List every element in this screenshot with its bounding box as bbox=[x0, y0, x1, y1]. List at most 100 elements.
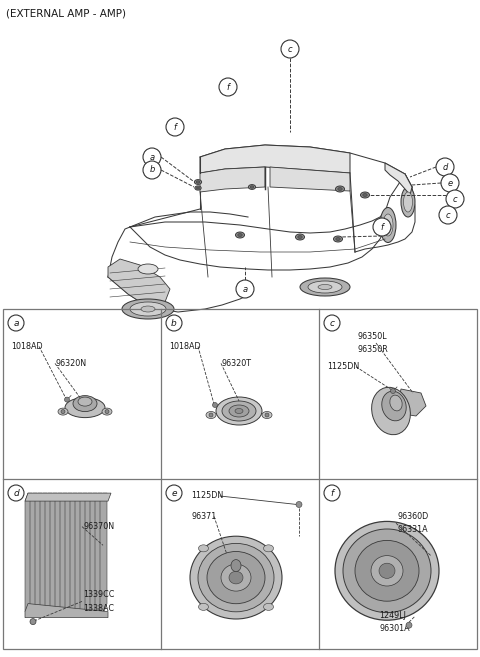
Text: c: c bbox=[288, 45, 292, 53]
Circle shape bbox=[373, 218, 391, 236]
Text: f: f bbox=[173, 122, 177, 131]
Ellipse shape bbox=[401, 187, 415, 217]
Ellipse shape bbox=[404, 192, 412, 212]
Text: 96331A: 96331A bbox=[397, 526, 428, 535]
Ellipse shape bbox=[372, 388, 410, 435]
Text: 1018AD: 1018AD bbox=[11, 342, 43, 351]
Ellipse shape bbox=[264, 603, 274, 610]
Text: 1249LJ: 1249LJ bbox=[379, 610, 406, 620]
Ellipse shape bbox=[195, 186, 201, 190]
Ellipse shape bbox=[78, 397, 92, 406]
Ellipse shape bbox=[102, 408, 112, 415]
Polygon shape bbox=[50, 493, 57, 612]
Text: 1125DN: 1125DN bbox=[327, 362, 359, 371]
Circle shape bbox=[324, 315, 340, 331]
Ellipse shape bbox=[222, 401, 256, 421]
Polygon shape bbox=[100, 493, 107, 612]
Ellipse shape bbox=[250, 186, 254, 188]
Circle shape bbox=[209, 413, 213, 417]
Text: (EXTERNAL AMP - AMP): (EXTERNAL AMP - AMP) bbox=[6, 9, 126, 19]
Text: 96301A: 96301A bbox=[379, 624, 409, 633]
Ellipse shape bbox=[206, 411, 216, 419]
Circle shape bbox=[61, 409, 65, 414]
Text: 96360D: 96360D bbox=[397, 512, 428, 521]
Ellipse shape bbox=[229, 572, 243, 584]
Polygon shape bbox=[200, 167, 265, 192]
Text: 1339CC: 1339CC bbox=[83, 590, 114, 599]
Ellipse shape bbox=[318, 284, 332, 290]
Ellipse shape bbox=[249, 185, 256, 189]
Polygon shape bbox=[108, 259, 170, 307]
Polygon shape bbox=[35, 493, 42, 612]
Ellipse shape bbox=[194, 179, 202, 185]
Polygon shape bbox=[396, 389, 426, 416]
Circle shape bbox=[143, 161, 161, 179]
Text: a: a bbox=[149, 152, 155, 162]
Circle shape bbox=[105, 409, 109, 414]
Ellipse shape bbox=[262, 411, 272, 419]
Polygon shape bbox=[25, 493, 32, 612]
Circle shape bbox=[8, 485, 24, 501]
Polygon shape bbox=[75, 493, 82, 612]
Polygon shape bbox=[40, 493, 47, 612]
Circle shape bbox=[439, 206, 457, 224]
Ellipse shape bbox=[130, 302, 166, 316]
Text: 96371: 96371 bbox=[191, 512, 216, 521]
Circle shape bbox=[296, 501, 302, 507]
Text: d: d bbox=[13, 489, 19, 497]
Ellipse shape bbox=[198, 545, 208, 552]
Ellipse shape bbox=[338, 187, 342, 191]
Circle shape bbox=[143, 148, 161, 166]
Circle shape bbox=[391, 388, 396, 394]
Ellipse shape bbox=[216, 397, 262, 425]
Polygon shape bbox=[385, 163, 412, 195]
Ellipse shape bbox=[383, 214, 393, 236]
Text: b: b bbox=[149, 166, 155, 175]
Ellipse shape bbox=[236, 232, 244, 238]
Polygon shape bbox=[70, 493, 77, 612]
Text: 96350L: 96350L bbox=[357, 332, 386, 341]
Text: a: a bbox=[13, 319, 19, 327]
Ellipse shape bbox=[58, 408, 68, 415]
Ellipse shape bbox=[238, 233, 242, 237]
Text: a: a bbox=[242, 284, 248, 294]
Ellipse shape bbox=[355, 541, 419, 601]
Text: c: c bbox=[453, 194, 457, 204]
Ellipse shape bbox=[298, 235, 302, 238]
Circle shape bbox=[265, 413, 269, 417]
Text: d: d bbox=[442, 162, 448, 171]
Text: 96350R: 96350R bbox=[357, 346, 388, 354]
Ellipse shape bbox=[363, 194, 367, 196]
Ellipse shape bbox=[221, 564, 251, 591]
Polygon shape bbox=[45, 493, 52, 612]
Text: c: c bbox=[329, 319, 335, 327]
Polygon shape bbox=[55, 493, 62, 612]
Bar bbox=[3, 309, 477, 649]
Ellipse shape bbox=[334, 236, 343, 242]
Ellipse shape bbox=[73, 396, 97, 411]
Circle shape bbox=[436, 158, 454, 176]
Ellipse shape bbox=[196, 187, 200, 189]
Text: e: e bbox=[447, 179, 453, 187]
Polygon shape bbox=[85, 493, 92, 612]
Circle shape bbox=[8, 315, 24, 331]
Circle shape bbox=[446, 190, 464, 208]
Polygon shape bbox=[65, 493, 72, 612]
Ellipse shape bbox=[264, 545, 274, 552]
Ellipse shape bbox=[335, 522, 439, 620]
Polygon shape bbox=[25, 493, 111, 501]
Ellipse shape bbox=[198, 603, 208, 610]
Text: f: f bbox=[330, 489, 334, 497]
Circle shape bbox=[213, 403, 217, 407]
Ellipse shape bbox=[296, 234, 304, 240]
Ellipse shape bbox=[379, 563, 395, 578]
Text: c: c bbox=[446, 210, 450, 219]
Text: 1018AD: 1018AD bbox=[169, 342, 201, 351]
Text: b: b bbox=[171, 319, 177, 327]
Text: 1125DN: 1125DN bbox=[191, 491, 223, 501]
Ellipse shape bbox=[231, 560, 241, 572]
Polygon shape bbox=[95, 493, 102, 612]
Polygon shape bbox=[25, 604, 108, 618]
Circle shape bbox=[441, 174, 459, 192]
Ellipse shape bbox=[380, 208, 396, 242]
